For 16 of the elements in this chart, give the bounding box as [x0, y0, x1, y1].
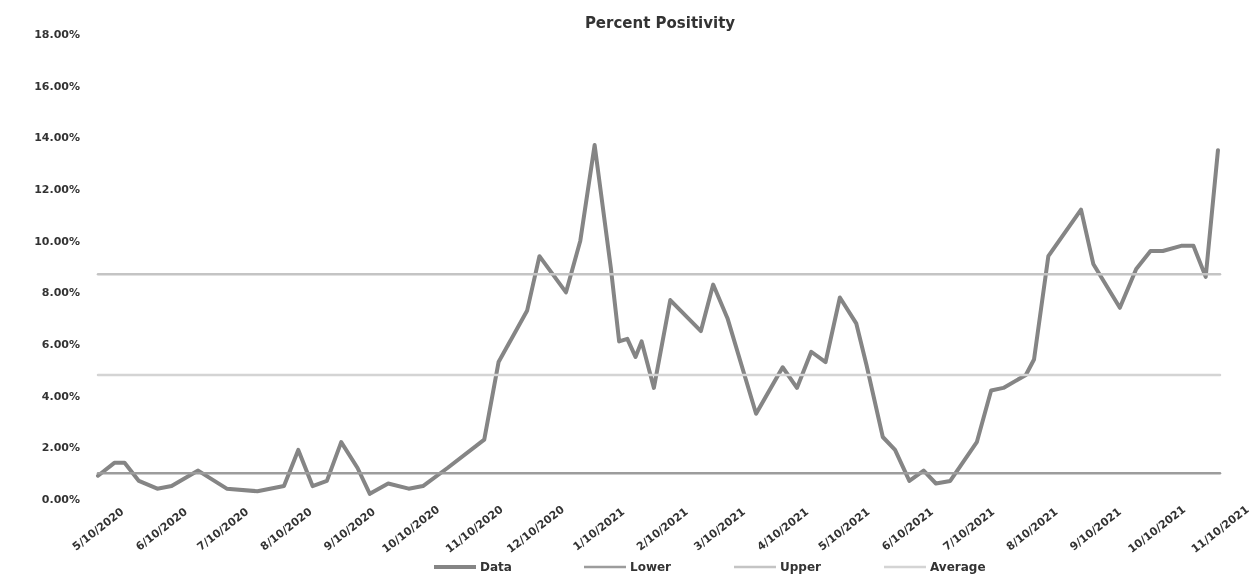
legend-label: Average	[930, 560, 986, 575]
y-tick-label: 10.00%	[34, 234, 80, 248]
y-tick-label: 4.00%	[41, 389, 80, 403]
y-tick-label: 8.00%	[41, 286, 80, 300]
legend-label: Data	[480, 560, 512, 575]
y-tick-label: 2.00%	[41, 441, 80, 455]
y-tick-label: 14.00%	[34, 131, 80, 145]
y-tick-label: 0.00%	[41, 492, 80, 506]
y-tick-label: 16.00%	[34, 79, 80, 93]
legend-label: Lower	[630, 560, 672, 575]
line-series	[96, 143, 1220, 496]
y-tick-label: 12.00%	[34, 182, 80, 196]
chart-title: Percent Positivity	[584, 14, 736, 32]
y-tick-label: 18.00%	[34, 27, 80, 41]
legend-label: Upper	[780, 560, 822, 575]
y-tick-label: 6.00%	[41, 337, 80, 351]
